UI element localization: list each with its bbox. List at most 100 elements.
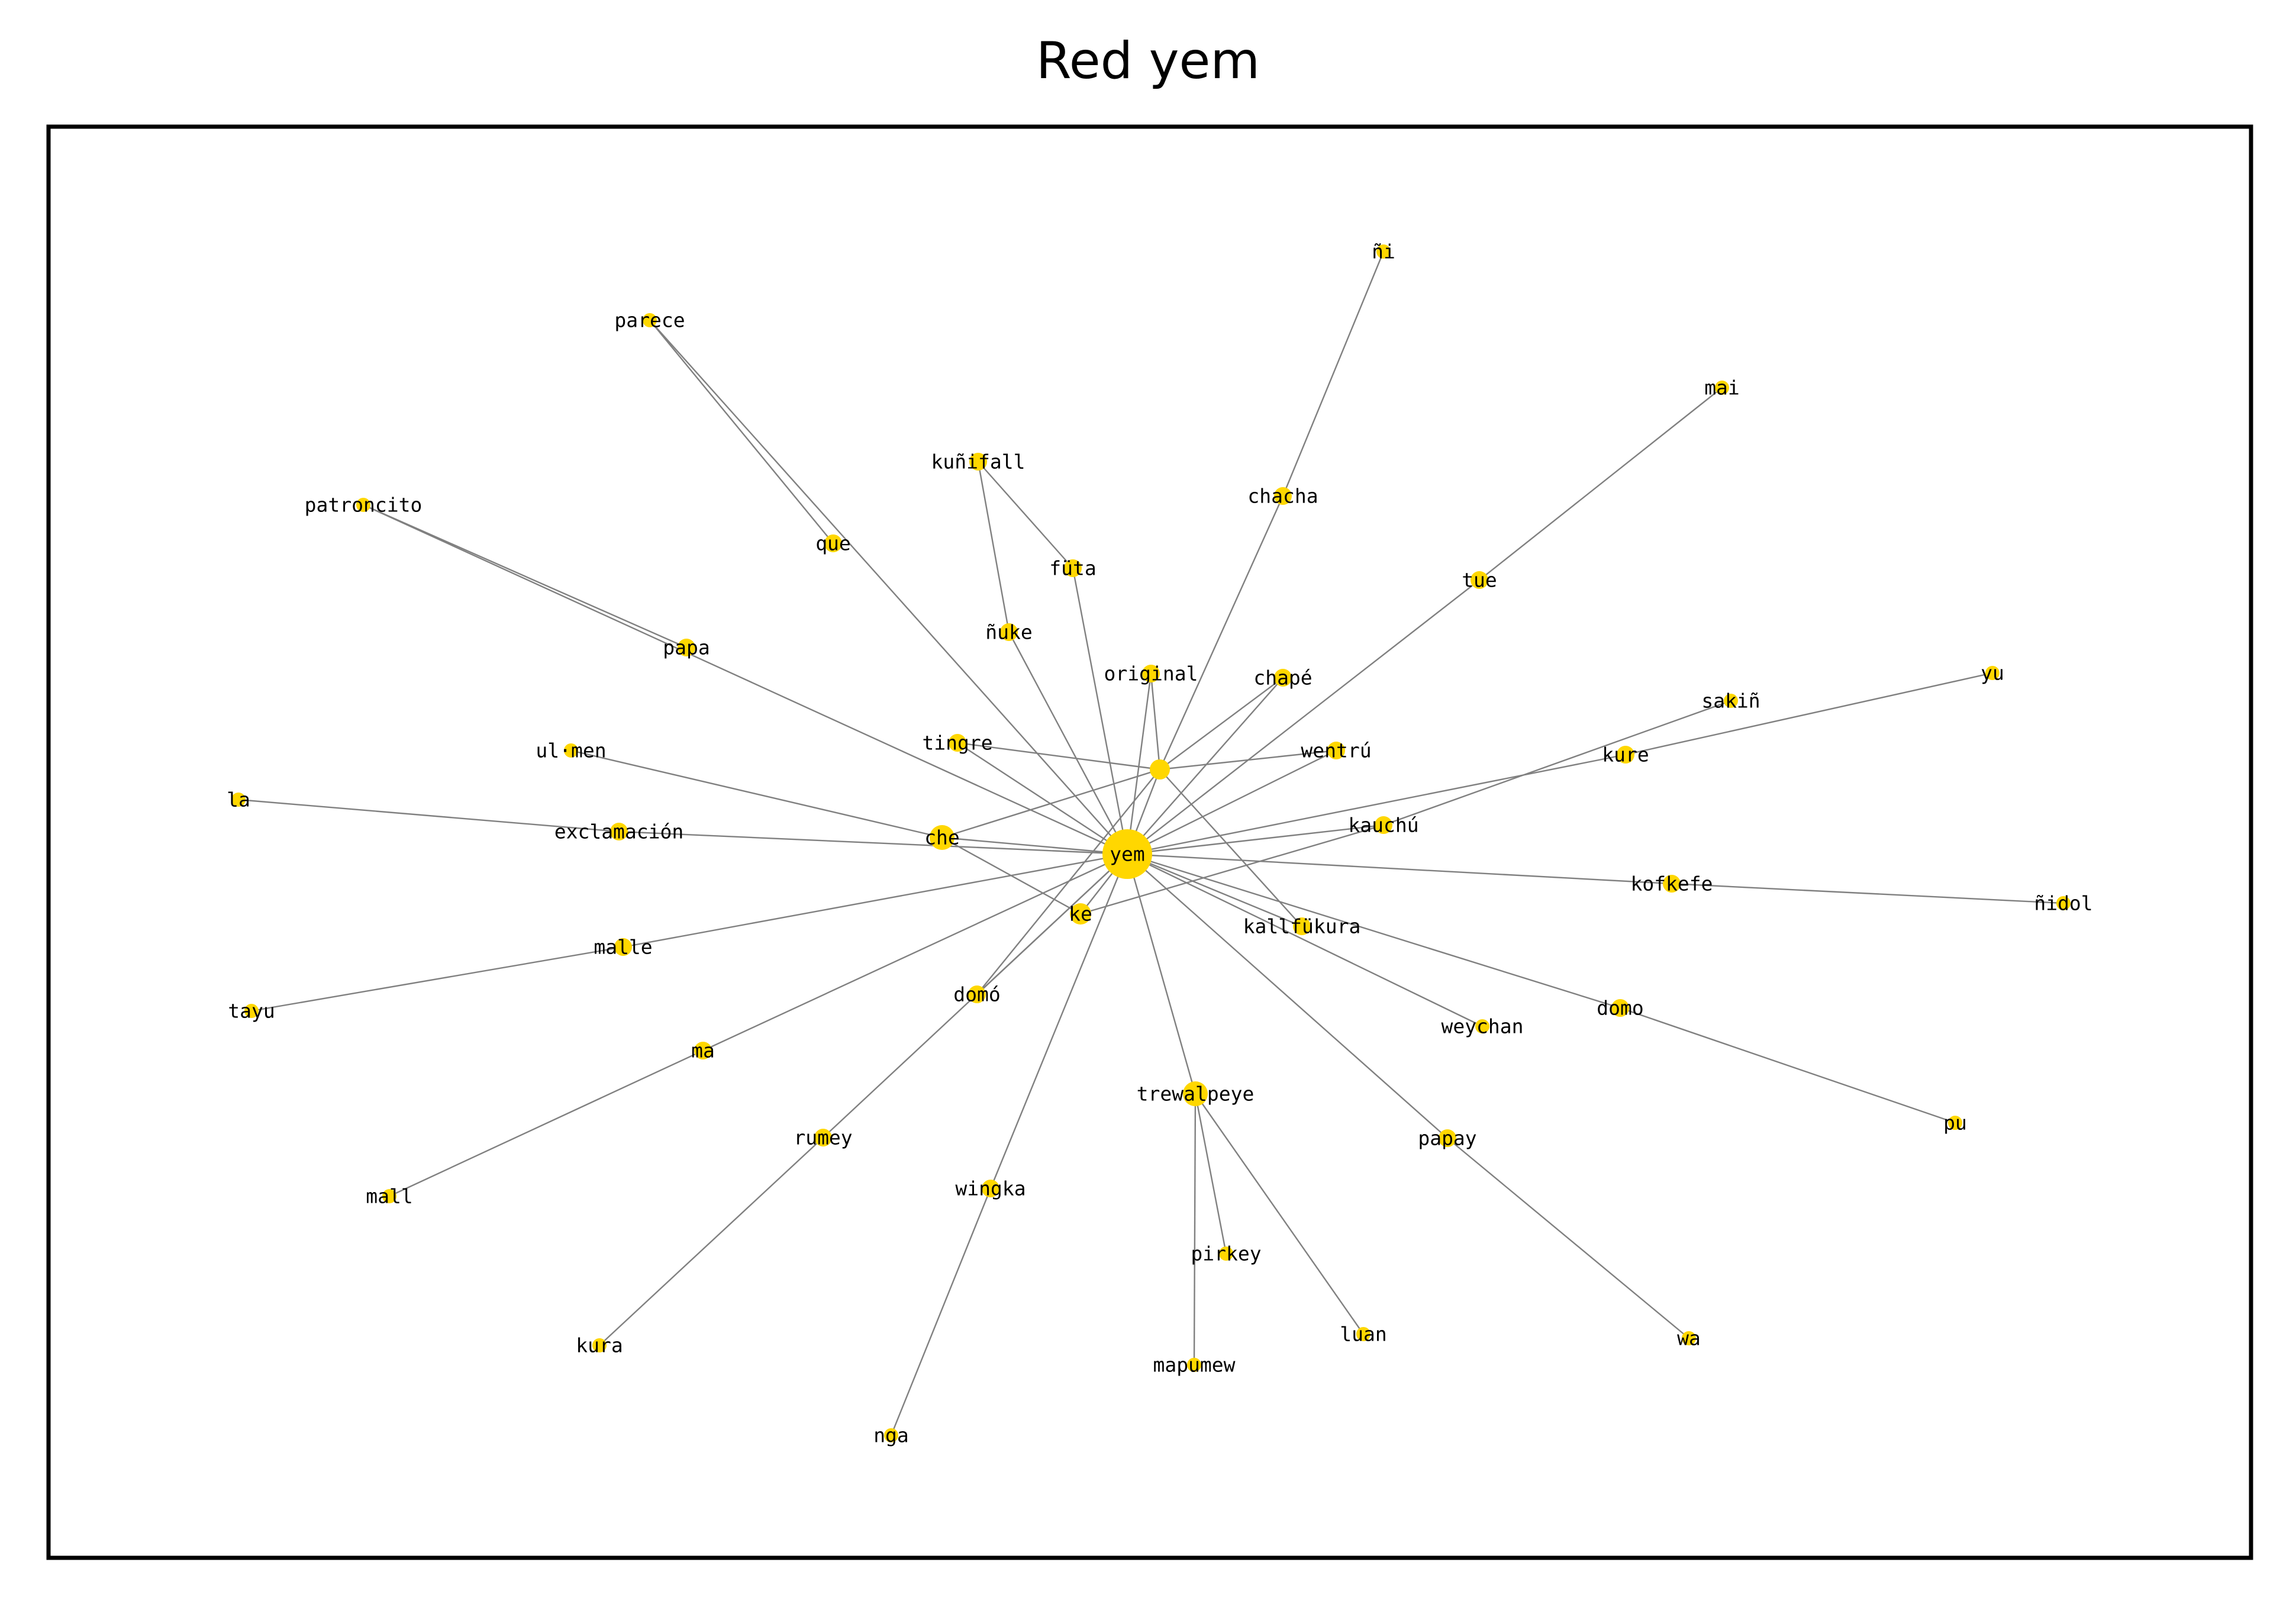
label-layer: yem ñi parece mai kuñifall chacha patroncito qu… <box>227 240 2093 1447</box>
node-label-original: original <box>1104 662 1198 685</box>
edge-yem-original <box>1126 673 1152 855</box>
edge-kure-yu <box>1625 672 1993 756</box>
edge-hub2-che <box>941 768 1160 839</box>
edge-kuñifall-ñuke <box>977 461 1010 633</box>
node-label-kure: kure <box>1602 743 1649 766</box>
edge-yem-weychan <box>1127 853 1483 1028</box>
edge-yem-kure <box>1127 753 1626 855</box>
node-exclamación[interactable] <box>610 823 628 840</box>
node-domó[interactable] <box>968 985 986 1003</box>
node-label-sakiñ: sakiñ <box>1701 690 1760 713</box>
node-chacha[interactable] <box>1274 487 1292 505</box>
edge-rumey-kura <box>599 1137 824 1346</box>
node-label-tingre: tingre <box>922 732 992 755</box>
edge-yem-tue <box>1127 579 1480 855</box>
edge-trewalpeye-luan <box>1195 1093 1364 1335</box>
node-hub2[interactable] <box>1150 759 1170 780</box>
edge-yem-exclamación <box>618 830 1128 855</box>
node-label-wingka: wingka <box>955 1177 1026 1200</box>
node-sakiñ[interactable] <box>1724 694 1738 708</box>
node-papa[interactable] <box>678 639 695 656</box>
node-label-exclamación: exclamación <box>554 820 684 843</box>
node-luan[interactable] <box>1356 1327 1370 1341</box>
node-label-kauchú: kauchú <box>1348 814 1418 837</box>
node-label-kuñifall: kuñifall <box>931 450 1026 474</box>
node-label-chapé: chapé <box>1253 666 1312 690</box>
node-weychan[interactable] <box>1475 1019 1489 1033</box>
node-kallfükura[interactable] <box>1293 917 1311 935</box>
node-ñi[interactable] <box>1376 244 1391 259</box>
node-yem[interactable] <box>1102 829 1152 879</box>
node-label-kofkefe: kofkefe <box>1630 872 1713 896</box>
node-tingre[interactable] <box>949 734 966 752</box>
node-que[interactable] <box>824 534 842 552</box>
edge-kofkefe-ñidol <box>1671 882 2064 904</box>
edge-trewalpeye-mapumew <box>1193 1093 1197 1365</box>
node-label-domó: domó <box>953 983 1000 1006</box>
node-domo[interactable] <box>1611 999 1629 1017</box>
edge-malle-tayu <box>251 946 624 1012</box>
node-wingka[interactable] <box>982 1180 999 1197</box>
node-ma[interactable] <box>694 1042 712 1059</box>
node-label-pu: pu <box>1943 1112 1967 1135</box>
node-label-parece: parece <box>614 309 685 332</box>
node-che[interactable] <box>930 825 954 850</box>
node-kure[interactable] <box>1617 746 1634 764</box>
node-wentrú[interactable] <box>1327 742 1345 759</box>
node-kofkefe[interactable] <box>1663 875 1681 893</box>
node-label-mapumew: mapumew <box>1153 1354 1235 1377</box>
node-label-pirkey: pirkey <box>1191 1242 1261 1265</box>
node-tayu[interactable] <box>244 1004 259 1018</box>
edge-hub2-chacha <box>1159 495 1284 770</box>
node-la[interactable] <box>231 793 246 807</box>
node-füta[interactable] <box>1064 559 1082 577</box>
edge-yem-kauchú <box>1127 824 1384 855</box>
node-rumey[interactable] <box>814 1129 832 1146</box>
node-malle[interactable] <box>614 938 632 956</box>
node-pu[interactable] <box>1948 1116 1962 1130</box>
edge-ul·men-che <box>570 749 943 839</box>
node-kauchú[interactable] <box>1375 816 1392 834</box>
node-label-trewalpeye: trewalpeye <box>1137 1083 1255 1106</box>
plot-frame <box>46 124 2253 1560</box>
node-label-la: la <box>227 788 250 811</box>
node-yu[interactable] <box>1985 666 2000 680</box>
node-label-mai: mai <box>1704 376 1740 400</box>
edge-papa-patroncito <box>363 504 687 649</box>
node-label-domo: domo <box>1597 997 1643 1020</box>
node-papay[interactable] <box>1439 1129 1456 1147</box>
node-wa[interactable] <box>1682 1331 1696 1345</box>
edge-ma-mall <box>389 1049 704 1197</box>
node-nga[interactable] <box>884 1428 898 1442</box>
edge-yem-parece <box>649 320 1128 855</box>
edge-kuñifall-füta <box>978 461 1073 569</box>
node-layer <box>231 244 2071 1442</box>
node-ul·men[interactable] <box>564 743 578 758</box>
edge-yem-füta <box>1072 568 1128 855</box>
node-mall[interactable] <box>382 1189 396 1203</box>
node-tue[interactable] <box>1471 571 1488 589</box>
node-mai[interactable] <box>1715 381 1729 395</box>
node-kura[interactable] <box>592 1338 607 1352</box>
node-patroncito[interactable] <box>356 498 370 512</box>
edge-domo-pu <box>1620 1007 1956 1124</box>
node-ñuke[interactable] <box>1000 623 1018 641</box>
edge-yem-trewalpeye <box>1126 853 1197 1094</box>
edge-ke-kauchú <box>1080 824 1384 915</box>
node-label-weychan: weychan <box>1441 1015 1523 1038</box>
node-label-ñidol: ñidol <box>2034 892 2092 915</box>
edge-yem-domo <box>1127 853 1621 1009</box>
node-ke[interactable] <box>1070 903 1091 925</box>
node-ñidol[interactable] <box>2056 896 2071 910</box>
node-pirkey[interactable] <box>1219 1247 1233 1261</box>
edge-hub2-kallfükura <box>1159 769 1302 927</box>
node-label-ke: ke <box>1069 903 1092 926</box>
node-kuñifall[interactable] <box>969 453 987 471</box>
node-parece[interactable] <box>643 313 657 327</box>
node-mapumew[interactable] <box>1187 1358 1201 1372</box>
edge-hub2-domó <box>976 769 1160 995</box>
node-trewalpeye[interactable] <box>1183 1081 1208 1106</box>
node-original[interactable] <box>1142 665 1160 682</box>
node-chapé[interactable] <box>1274 669 1292 687</box>
node-label-ma: ma <box>691 1039 715 1062</box>
